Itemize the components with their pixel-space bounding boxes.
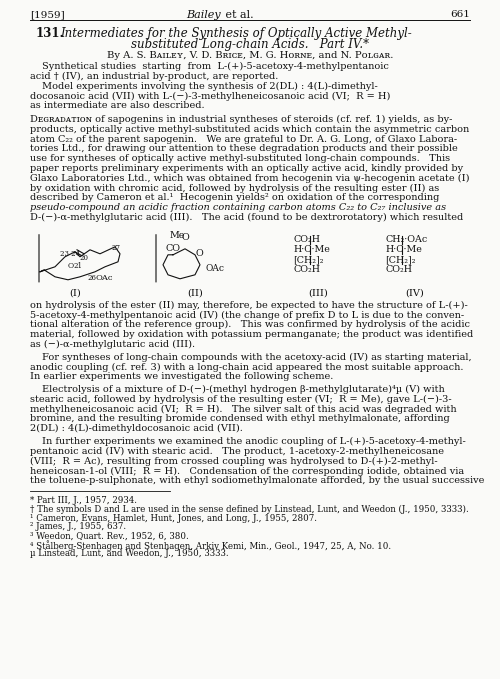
- Text: heneicosan-1-ol (VIII;  R = H).   Condensation of the corresponding iodide, obta: heneicosan-1-ol (VIII; R = H). Condensat…: [30, 466, 464, 475]
- Text: methylheneicosanoic acid (VI;  R = H).   The silver salt of this acid was degrad: methylheneicosanoic acid (VI; R = H). Th…: [30, 405, 456, 414]
- Text: docosanoic acid (VII) with L-(−)-3-methylheneicosanoic acid (VI;  R = H): docosanoic acid (VII) with L-(−)-3-methy…: [30, 92, 391, 100]
- Text: By A. S. Bᴀɪʟᴇʏ, V. D. Bʀɪᴄᴇ, M. G. Hᴏʀɴᴇ, and N. Pᴏʟɢᴀʀ.: By A. S. Bᴀɪʟᴇʏ, V. D. Bʀɪᴄᴇ, M. G. Hᴏʀɴ…: [107, 51, 393, 60]
- Text: ⁴ Stålberg-Stenhagen and Stenhagen, Arkiv Kemi, Min., Geol., 1947, 25, A, No. 10: ⁴ Stålberg-Stenhagen and Stenhagen, Arki…: [30, 540, 391, 551]
- Text: For syntheses of long-chain compounds with the acetoxy-acid (IV) as starting mat: For syntheses of long-chain compounds wi…: [42, 352, 472, 362]
- Text: OAc: OAc: [95, 274, 112, 282]
- Text: tional alteration of the reference group).   This was confirmed by hydrolysis of: tional alteration of the reference group…: [30, 320, 470, 329]
- Text: 2(DL) : 4(L)-dimethyldocosanoic acid (VII).: 2(DL) : 4(L)-dimethyldocosanoic acid (VI…: [30, 424, 243, 433]
- Text: O: O: [195, 249, 203, 258]
- Text: CO: CO: [165, 244, 180, 253]
- Text: [CH₂]₂: [CH₂]₂: [385, 255, 416, 264]
- Text: on hydrolysis of the ester (II) may, therefore, be expected to have the structur: on hydrolysis of the ester (II) may, the…: [30, 301, 468, 310]
- Text: Dᴇɢʀᴀᴅᴀᴛɪᴏɴ of sapogenins in industrial syntheses of steroids (cf. ref. 1) yield: Dᴇɢʀᴀᴅᴀᴛɪᴏɴ of sapogenins in industrial …: [30, 115, 452, 124]
- Text: ³ Weedon, Quart. Rev., 1952, 6, 380.: ³ Weedon, Quart. Rev., 1952, 6, 380.: [30, 531, 189, 540]
- Text: D-(−)-α-methylglutaric acid (III).   The acid (found to be dextrorotatory) which: D-(−)-α-methylglutaric acid (III). The a…: [30, 213, 463, 222]
- Text: anodic coupling (cf. ref. 3) with a long-chain acid appeared the most suitable a: anodic coupling (cf. ref. 3) with a long…: [30, 363, 464, 371]
- Text: OAc: OAc: [205, 264, 224, 273]
- Text: material, followed by oxidation with potassium permanganate; the product was ide: material, followed by oxidation with pot…: [30, 330, 473, 339]
- Text: tories Ltd., for drawing our attention to these degradation products and their p: tories Ltd., for drawing our attention t…: [30, 145, 458, 153]
- Text: [1959]: [1959]: [30, 10, 65, 19]
- Text: 661: 661: [450, 10, 470, 19]
- Text: CO₂H: CO₂H: [293, 235, 320, 244]
- Text: CH₂·OAc: CH₂·OAc: [385, 235, 427, 244]
- Text: products, optically active methyl-substituted acids which contain the asymmetric: products, optically active methyl-substi…: [30, 125, 469, 134]
- Text: CO₂H: CO₂H: [293, 265, 320, 274]
- Text: (II): (II): [187, 289, 203, 298]
- Text: as (−)-α-methylglutaric acid (III).: as (−)-α-methylglutaric acid (III).: [30, 340, 195, 349]
- Text: [CH₂]₂: [CH₂]₂: [293, 255, 324, 264]
- Text: H·C·Me: H·C·Me: [385, 245, 422, 254]
- Text: (III): (III): [308, 289, 328, 298]
- Text: O: O: [68, 262, 74, 270]
- Text: 23 24: 23 24: [60, 250, 80, 258]
- Text: Synthetical studies  starting  from  L-(+)-5-acetoxy-4-methylpentanoic: Synthetical studies starting from L-(+)-…: [42, 62, 389, 71]
- Text: ¹ Cameron, Evans, Hamlet, Hunt, Jones, and Long, J., 1955, 2807.: ¹ Cameron, Evans, Hamlet, Hunt, Jones, a…: [30, 513, 317, 523]
- Text: bromine, and the resulting bromide condensed with ethyl methylmalonate, affordin: bromine, and the resulting bromide conde…: [30, 414, 450, 424]
- Text: acid † (IV), an industrial by-product, are reported.: acid † (IV), an industrial by-product, a…: [30, 72, 278, 81]
- Text: CO₂H: CO₂H: [385, 265, 412, 274]
- Text: Bailey: Bailey: [186, 10, 220, 20]
- Text: substituted Long-chain Acids.   Part IV.*: substituted Long-chain Acids. Part IV.*: [131, 38, 369, 51]
- Text: 27: 27: [112, 244, 121, 252]
- Text: In further experiments we examined the anodic coupling of L-(+)-5-acetoxy-4-meth: In further experiments we examined the a…: [42, 437, 466, 446]
- Text: 131.: 131.: [36, 27, 64, 40]
- Text: described by Cameron et al.¹  Hecogenin yields² on oxidation of the correspondin: described by Cameron et al.¹ Hecogenin y…: [30, 194, 440, 202]
- Text: Model experiments involving the synthesis of 2(DL) : 4(L)-dimethyl-: Model experiments involving the synthesi…: [42, 81, 378, 91]
- Text: atom C₂₂ of the parent sapogenin.   We are grateful to Dr. A. G. Long, of Glaxo : atom C₂₂ of the parent sapogenin. We are…: [30, 134, 457, 143]
- Text: 20: 20: [80, 254, 89, 262]
- Text: stearic acid, followed by hydrolysis of the resulting ester (VI;  R = Me), gave : stearic acid, followed by hydrolysis of …: [30, 394, 452, 404]
- Text: † The symbols D and L are used in the sense defined by Linstead, Lunt, and Weedo: † The symbols D and L are used in the se…: [30, 504, 469, 514]
- Text: as intermediate are also described.: as intermediate are also described.: [30, 101, 204, 110]
- Text: (VIII;  R = Ac), resulting from crossed coupling was hydrolysed to D-(+)-2-methy: (VIII; R = Ac), resulting from crossed c…: [30, 456, 438, 466]
- Text: the toluene-p-sulphonate, with ethyl sodiomethylmalonate afforded, by the usual : the toluene-p-sulphonate, with ethyl sod…: [30, 476, 484, 485]
- Text: 21: 21: [74, 262, 83, 270]
- Text: paper reports preliminary experiments with an optically active acid, kindly prov: paper reports preliminary experiments wi…: [30, 164, 463, 173]
- Text: * Part III, J., 1957, 2934.: * Part III, J., 1957, 2934.: [30, 496, 137, 505]
- Text: pseudo-compound an acidic fraction containing carbon atoms C₂₂ to C₂₇ inclusive : pseudo-compound an acidic fraction conta…: [30, 203, 446, 213]
- Text: µ Linstead, Lunt, and Weedon, J., 1950, 3333.: µ Linstead, Lunt, and Weedon, J., 1950, …: [30, 549, 228, 558]
- Text: 26: 26: [87, 274, 96, 282]
- Text: (I): (I): [69, 289, 81, 298]
- Text: et al.: et al.: [222, 10, 254, 20]
- Text: ² James, J., 1955, 637.: ² James, J., 1955, 637.: [30, 522, 126, 532]
- Text: In earlier experiments we investigated the following scheme.: In earlier experiments we investigated t…: [30, 372, 334, 381]
- Text: pentanoic acid (IV) with stearic acid.   The product, 1-acetoxy-2-methylheneicos: pentanoic acid (IV) with stearic acid. T…: [30, 447, 444, 456]
- Text: Glaxo Laboratories Ltd., which was obtained from hecogenin via ψ-hecogenin aceta: Glaxo Laboratories Ltd., which was obtai…: [30, 174, 470, 183]
- Text: Electrolysis of a mixture of D-(−)-(methyl hydrogen β-methylglutarate)⁴µ (V) wit: Electrolysis of a mixture of D-(−)-(meth…: [42, 385, 445, 394]
- Text: Me: Me: [170, 231, 186, 240]
- Text: (IV): (IV): [406, 289, 424, 298]
- Text: Intermediates for the Synthesis of Optically Active Methyl-: Intermediates for the Synthesis of Optic…: [60, 27, 412, 40]
- Text: O: O: [182, 233, 190, 242]
- Text: by oxidation with chromic acid, followed by hydrolysis of the resulting ester (I: by oxidation with chromic acid, followed…: [30, 183, 440, 193]
- Text: use for syntheses of optically active methyl-substituted long-chain compounds.  : use for syntheses of optically active me…: [30, 154, 450, 163]
- Text: H·C·Me: H·C·Me: [293, 245, 330, 254]
- Text: 5-acetoxy-4-methylpentanoic acid (IV) (the change of prefix D to L is due to the: 5-acetoxy-4-methylpentanoic acid (IV) (t…: [30, 310, 464, 320]
